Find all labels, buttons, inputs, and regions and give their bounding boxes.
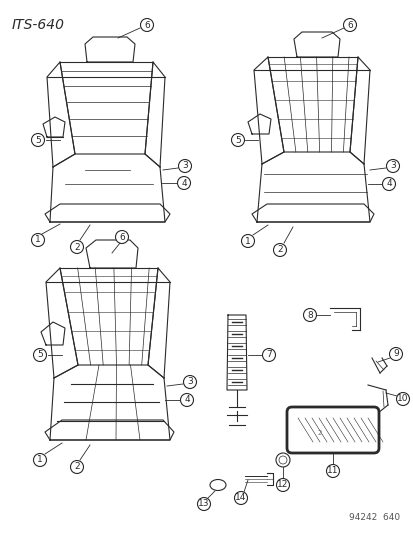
Text: 3: 3 <box>187 377 192 386</box>
Text: 4: 4 <box>385 180 391 189</box>
Circle shape <box>275 453 289 467</box>
Circle shape <box>396 392 408 406</box>
Circle shape <box>33 349 46 361</box>
Circle shape <box>178 159 191 173</box>
Text: 4: 4 <box>184 395 189 405</box>
Circle shape <box>343 19 356 31</box>
Text: 13: 13 <box>198 499 209 508</box>
Text: 4: 4 <box>181 179 186 188</box>
Text: 12: 12 <box>277 481 288 489</box>
Text: 5: 5 <box>37 351 43 359</box>
Text: 2: 2 <box>74 243 80 252</box>
Circle shape <box>70 461 83 473</box>
Circle shape <box>197 497 210 511</box>
Circle shape <box>234 491 247 505</box>
Text: 2: 2 <box>317 430 322 436</box>
Text: 5: 5 <box>235 135 240 144</box>
Text: 8: 8 <box>306 311 312 319</box>
Text: 94242  640: 94242 640 <box>348 513 399 522</box>
Circle shape <box>276 479 289 491</box>
Circle shape <box>382 177 394 190</box>
Text: 3: 3 <box>389 161 395 171</box>
Text: 14: 14 <box>235 494 246 503</box>
Text: 2: 2 <box>277 246 282 254</box>
Circle shape <box>278 456 286 464</box>
Circle shape <box>33 454 46 466</box>
Text: 10: 10 <box>396 394 408 403</box>
Text: 1: 1 <box>35 236 41 245</box>
Circle shape <box>273 244 286 256</box>
Text: 6: 6 <box>144 20 150 29</box>
Circle shape <box>389 348 401 360</box>
Text: 3: 3 <box>182 161 188 171</box>
Ellipse shape <box>209 480 225 490</box>
Text: 2: 2 <box>74 463 80 472</box>
Text: 6: 6 <box>119 232 125 241</box>
Circle shape <box>180 393 193 407</box>
Circle shape <box>241 235 254 247</box>
Text: 1: 1 <box>244 237 250 246</box>
Circle shape <box>303 309 316 321</box>
Text: 9: 9 <box>392 350 398 359</box>
Circle shape <box>115 230 128 244</box>
Circle shape <box>140 19 153 31</box>
Text: 7: 7 <box>266 351 271 359</box>
Circle shape <box>31 133 44 147</box>
Circle shape <box>183 376 196 389</box>
Circle shape <box>70 240 83 254</box>
Text: ITS-640: ITS-640 <box>12 18 65 32</box>
Text: 11: 11 <box>326 466 338 475</box>
Circle shape <box>386 159 399 173</box>
Text: 5: 5 <box>35 135 41 144</box>
Circle shape <box>31 233 44 246</box>
FancyBboxPatch shape <box>286 407 378 453</box>
Circle shape <box>262 349 275 361</box>
Text: 6: 6 <box>346 20 352 29</box>
Circle shape <box>326 464 339 478</box>
Circle shape <box>177 176 190 190</box>
Text: 1: 1 <box>37 456 43 464</box>
Circle shape <box>231 133 244 147</box>
